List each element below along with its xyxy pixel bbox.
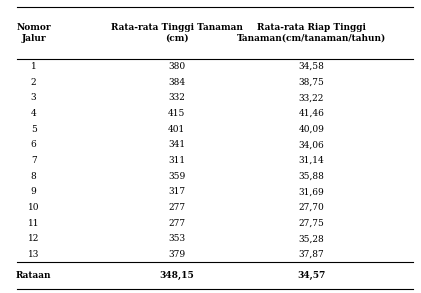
Text: 6: 6 [31,140,37,149]
Text: 401: 401 [168,125,185,134]
Text: 348,15: 348,15 [160,271,194,280]
Text: 35,28: 35,28 [298,234,325,243]
Text: 38,75: 38,75 [298,78,325,87]
Text: 277: 277 [168,219,185,228]
Text: 353: 353 [168,234,185,243]
Text: 13: 13 [28,250,40,259]
Text: 34,06: 34,06 [298,140,325,149]
Text: 311: 311 [168,156,185,165]
Text: 27,75: 27,75 [298,219,325,228]
Text: 31,14: 31,14 [298,156,325,165]
Text: Rata-rata Tinggi Tanaman
(cm): Rata-rata Tinggi Tanaman (cm) [111,23,243,43]
Text: 379: 379 [168,250,185,259]
Text: 10: 10 [28,203,40,212]
Text: 359: 359 [168,172,185,180]
Text: 384: 384 [168,78,185,87]
Text: 380: 380 [168,62,185,71]
Text: 317: 317 [168,187,185,196]
Text: 8: 8 [31,172,37,180]
Text: 41,46: 41,46 [298,109,325,118]
Text: 2: 2 [31,78,37,87]
Text: 40,09: 40,09 [298,125,325,134]
Text: Rata-rata Riap Tinggi
Tanaman(cm/tanaman/tahun): Rata-rata Riap Tinggi Tanaman(cm/tanaman… [237,23,386,43]
Text: 34,58: 34,58 [298,62,325,71]
Text: 34,57: 34,57 [297,271,326,280]
Text: Rataan: Rataan [16,271,51,280]
Text: 31,69: 31,69 [298,187,325,196]
Text: 5: 5 [31,125,37,134]
Text: 415: 415 [168,109,186,118]
Text: 27,70: 27,70 [298,203,325,212]
Text: 3: 3 [31,93,37,102]
Text: 1: 1 [31,62,37,71]
Text: 33,22: 33,22 [299,93,324,102]
Text: 277: 277 [168,203,185,212]
Text: 332: 332 [168,93,185,102]
Text: 7: 7 [31,156,37,165]
Text: Nomor
Jalur: Nomor Jalur [16,23,51,43]
Text: 11: 11 [28,219,40,228]
Text: 341: 341 [168,140,185,149]
Text: 4: 4 [31,109,37,118]
Text: 35,88: 35,88 [298,172,325,180]
Text: 37,87: 37,87 [298,250,325,259]
Text: 9: 9 [31,187,37,196]
Text: 12: 12 [28,234,40,243]
